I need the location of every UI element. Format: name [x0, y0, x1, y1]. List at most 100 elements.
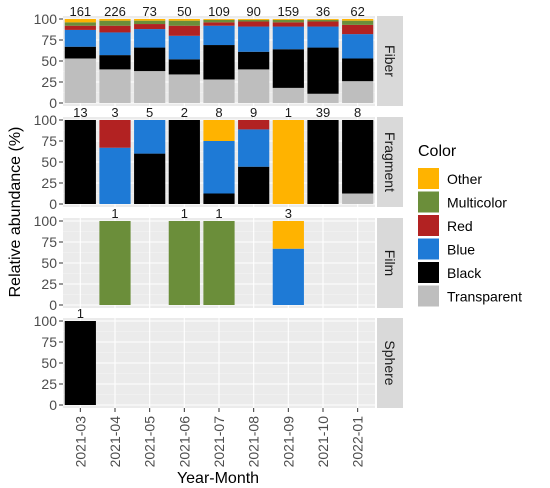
legend-swatch-red [418, 215, 439, 236]
y-tick-label: 100 [34, 313, 58, 329]
bar-segment-blue [238, 129, 270, 167]
bar-segment-black [64, 120, 96, 204]
bar-segment-red [99, 120, 131, 148]
bar-fragment-2021-09 [272, 120, 304, 204]
bar-segment-black [272, 49, 304, 88]
y-tick-label: 0 [49, 297, 57, 313]
bar-segment-multicolor [168, 221, 200, 305]
facet-strip-label: Sphere [382, 340, 398, 385]
count-label: 36 [316, 4, 330, 19]
bar-segment-transparent [99, 69, 131, 103]
bar-segment-red [134, 24, 166, 30]
bar-segment-multicolor [203, 19, 235, 23]
legend-label-black: Black [447, 265, 482, 281]
count-label: 9 [250, 105, 257, 120]
facet-strip [377, 16, 403, 106]
bar-film-2021-07 [203, 221, 235, 305]
bar-segment-blue [99, 147, 131, 204]
bar-segment-black [307, 120, 339, 204]
count-label: 2 [181, 105, 188, 120]
count-label: 8 [354, 105, 361, 120]
bar-fiber-2021-05 [134, 19, 166, 103]
bar-segment-other [342, 19, 374, 21]
bar-segment-blue [134, 29, 166, 48]
bar-segment-black [168, 59, 200, 75]
bar-segment-multicolor [238, 19, 270, 22]
facet-strip-label: Fragment [382, 132, 398, 192]
x-tick-label: 2021-10 [315, 416, 331, 468]
y-tick-label: 75 [41, 234, 57, 250]
y-tick-label: 0 [49, 95, 57, 111]
count-label: 50 [177, 4, 191, 19]
y-tick-label: 25 [41, 175, 57, 191]
bar-segment-transparent [238, 69, 270, 103]
bar-segment-blue [64, 29, 96, 47]
x-tick-label: 2021-04 [107, 416, 123, 468]
x-tick-label: 2021-08 [246, 416, 262, 468]
bar-fiber-2021-04 [99, 19, 131, 103]
x-axis-title: Year-Month [177, 470, 259, 487]
bar-segment-multicolor [203, 221, 235, 305]
bar-segment-blue [238, 26, 270, 52]
bar-segment-transparent [272, 87, 304, 103]
count-label: 161 [69, 4, 91, 19]
bar-segment-red [342, 24, 374, 35]
count-label: 90 [246, 4, 260, 19]
bar-fragment-2021-05 [134, 120, 166, 204]
bar-fiber-2021-09 [272, 19, 304, 103]
bar-segment-red [307, 21, 339, 27]
count-label: 5 [146, 105, 153, 120]
bar-fragment-2021-04 [99, 120, 131, 204]
bar-segment-red [64, 25, 96, 30]
bar-segment-other [203, 120, 235, 141]
y-tick-label: 50 [41, 355, 57, 371]
bar-fragment-2021-08 [238, 120, 270, 204]
bar-segment-other [203, 19, 235, 20]
bar-segment-other [272, 120, 304, 204]
legend-swatch-multicolor [418, 191, 439, 213]
y-tick-label: 25 [41, 376, 57, 392]
y-tick-label: 50 [41, 53, 57, 69]
bar-segment-black [238, 51, 270, 70]
count-label: 1 [215, 206, 222, 221]
bar-segment-multicolor [272, 19, 304, 23]
legend-label-other: Other [447, 171, 482, 187]
y-tick-label: 75 [41, 334, 57, 350]
y-tick-label: 75 [41, 133, 57, 149]
bar-segment-blue [168, 35, 200, 60]
legend-label-transparent: Transparent [447, 289, 522, 305]
bar-fragment-2021-07 [203, 120, 235, 204]
facet-strip-label: Fiber [382, 45, 398, 77]
bar-segment-red [238, 21, 270, 27]
bar-segment-other [272, 221, 304, 249]
bar-segment-transparent [168, 74, 200, 103]
bar-segment-blue [307, 26, 339, 48]
count-label: 1 [181, 206, 188, 221]
bar-segment-transparent [203, 79, 235, 103]
count-label: 73 [142, 4, 156, 19]
count-label: 39 [316, 105, 330, 120]
bar-fiber-2021-08 [238, 19, 270, 103]
bar-segment-black [64, 46, 96, 59]
bar-film-2021-06 [168, 221, 200, 305]
count-label: 1 [111, 206, 118, 221]
bar-segment-black [134, 47, 166, 72]
y-tick-label: 100 [34, 11, 58, 27]
legend-swatch-other [418, 168, 439, 189]
x-tick-label: 2021-03 [72, 416, 88, 468]
x-tick-label: 2022-01 [350, 416, 366, 468]
legend-label-blue: Blue [447, 242, 475, 258]
facet-strip [377, 218, 403, 308]
facet-strip-label: Film [382, 250, 398, 276]
bar-segment-other [238, 19, 270, 20]
count-label: 109 [208, 4, 230, 19]
bar-segment-red [168, 25, 200, 36]
bar-fiber-2021-07 [203, 19, 235, 103]
facet-film: 0 25 50 75 100 1 1 1 3 Film [34, 206, 403, 313]
bar-fiber-2022-01 [342, 19, 374, 103]
bar-segment-other [99, 19, 131, 21]
bar-fiber-2021-06 [168, 19, 200, 103]
bar-segment-black [99, 55, 131, 70]
bar-segment-blue [203, 25, 235, 46]
